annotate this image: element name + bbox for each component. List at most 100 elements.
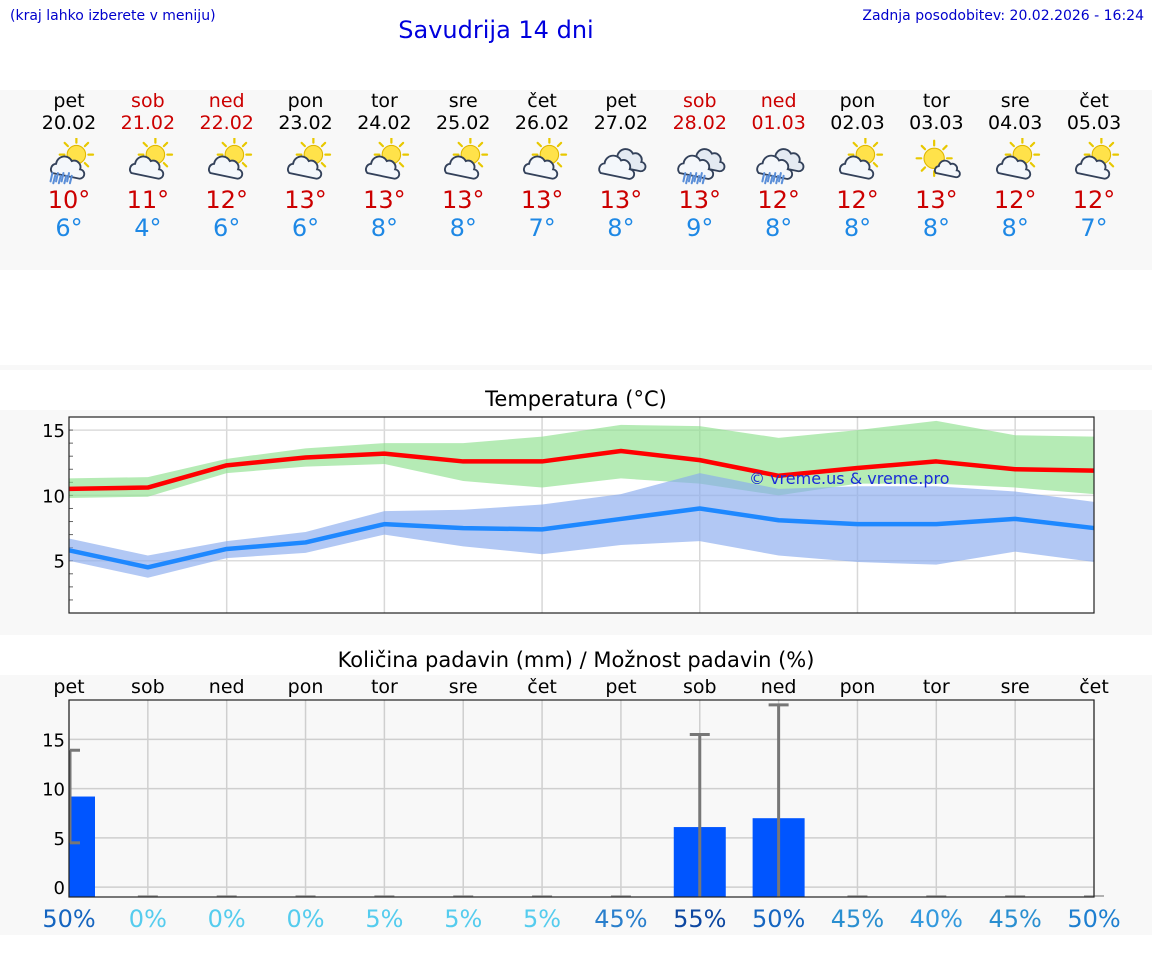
day-weekday: pet	[53, 90, 85, 112]
day-tmax: 12°	[836, 186, 879, 214]
x-category-label: pet	[53, 676, 84, 698]
day-date: 23.02	[278, 112, 333, 134]
precipitation-bar	[69, 796, 95, 897]
sun-cloud-icon	[1075, 138, 1120, 180]
day-tmin: 4°	[134, 214, 162, 242]
day-date: 26.02	[514, 112, 570, 134]
last-update: Zadnja posodobitev: 20.02.2026 - 16:24	[862, 8, 1144, 24]
day-weekday: sob	[683, 90, 717, 112]
day-column: čet 05.03 12° 7°	[1055, 90, 1134, 242]
cloud-shape	[207, 155, 243, 180]
day-tmax: 13°	[284, 186, 327, 214]
precipitation-probability: 5%	[365, 905, 403, 933]
day-tmax: 12°	[1072, 186, 1116, 214]
day-tmin: 6°	[291, 214, 320, 242]
day-weekday: sre	[1000, 90, 1030, 112]
plot-area	[69, 700, 1094, 897]
x-category-label: tor	[371, 676, 398, 698]
cloud-rain-icon	[755, 148, 805, 185]
y-tick-label: 10	[42, 780, 65, 801]
day-tmax: 11°	[126, 186, 170, 214]
day-tmin: 8°	[1001, 214, 1029, 242]
day-column: tor 24.02 13° 8°	[345, 90, 424, 242]
cloud-shape	[934, 159, 962, 179]
day-date: 24.02	[357, 112, 412, 134]
day-tmin: 9°	[686, 214, 714, 242]
cloud-shape	[996, 155, 1032, 180]
cloud-shape	[444, 155, 480, 180]
day-weekday: ned	[208, 90, 245, 112]
cloud-shape	[755, 154, 793, 180]
sun-small-cloud-icon	[915, 139, 962, 179]
rain-drops	[682, 172, 706, 185]
x-category-label: sre	[1001, 676, 1030, 698]
day-forecast-strip: pet 20.02 10° 6° sob 21.02 11° 4° ned 22.02 12° 6° p…	[0, 90, 1152, 270]
day-weekday: tor	[922, 90, 950, 112]
day-column: pet 20.02 10° 6°	[30, 90, 109, 242]
day-tmax: 13°	[599, 186, 643, 214]
cloud-shape	[128, 155, 165, 180]
day-date: 28.02	[672, 112, 727, 134]
sun-cloud-icon	[207, 138, 252, 180]
cloud-rain-icon	[677, 148, 726, 185]
separator-band	[0, 365, 1152, 370]
x-category-label: ned	[761, 676, 797, 698]
cloud-shape	[677, 154, 714, 180]
day-column: sre 04.03 12° 8°	[976, 90, 1055, 242]
precipitation-probability: 0%	[129, 905, 167, 933]
menu-hint: (kraj lahko izberete v meniju)	[10, 8, 216, 24]
min-temperature-line	[68, 506, 1095, 570]
day-weekday: sob	[131, 90, 165, 112]
precipitation-probability: 5%	[523, 905, 561, 933]
watermark: © vreme.us & vreme.pro	[749, 469, 950, 488]
temperature-chart-title: Temperatura (°C)	[485, 387, 667, 411]
day-tmax: 13°	[915, 186, 958, 214]
x-category-label: tor	[923, 676, 950, 698]
precipitation-chart: pet sob ned pon tor sre čet pet sob ned pon tor sre č…	[42, 676, 1121, 933]
day-weekday: tor	[370, 90, 398, 112]
day-column: čet 26.02 13° 7°	[503, 90, 582, 242]
sun-cloud-rain-icon	[49, 138, 95, 185]
rain-drops	[761, 172, 785, 185]
day-weekday: pon	[839, 90, 876, 112]
day-weekday: ned	[760, 90, 797, 112]
cloud-shape	[598, 154, 635, 180]
precipitation-probability: 0%	[286, 905, 324, 933]
day-tmax: 12°	[757, 186, 800, 214]
x-category-label: pet	[605, 676, 636, 698]
day-tmax: 13°	[363, 186, 406, 214]
day-date: 01.03	[751, 112, 806, 134]
day-date: 21.02	[120, 112, 176, 134]
day-tmin: 8°	[607, 214, 635, 242]
day-column: sob 28.02 13° 9°	[660, 90, 739, 242]
day-tmax: 10°	[47, 186, 91, 214]
day-tmin: 6°	[213, 214, 241, 242]
max-temperature-line	[68, 448, 1095, 492]
day-weekday: pet	[605, 90, 637, 112]
day-column: tor 03.03 13° 8°	[897, 90, 976, 242]
cloud-shape	[523, 155, 559, 180]
day-tmin: 7°	[528, 214, 556, 242]
precipitation-probability: 55%	[673, 905, 726, 933]
x-category-label: sre	[449, 676, 478, 698]
day-column: sob 21.02 11° 4°	[108, 90, 187, 242]
sun-cloud-icon	[365, 138, 410, 180]
x-category-label: ned	[209, 676, 245, 698]
day-tmin: 8°	[843, 214, 872, 242]
day-tmax: 13°	[441, 186, 485, 214]
day-tmin: 8°	[765, 214, 793, 242]
day-column: pon 02.03 12° 8°	[818, 90, 897, 242]
precipitation-probability: 50%	[752, 905, 805, 933]
day-tmax: 13°	[678, 186, 722, 214]
sun-cloud-icon	[286, 138, 331, 180]
day-tmax: 12°	[993, 186, 1037, 214]
sun-cloud-icon	[838, 138, 883, 180]
y-tick-label: 15	[42, 421, 65, 442]
day-tmax: 12°	[205, 186, 248, 214]
precipitation-chart-title: Količina padavin (mm) / Možnost padavin …	[337, 648, 815, 672]
cloud-icon	[598, 148, 647, 180]
day-date: 25.02	[436, 112, 491, 134]
day-tmax: 13°	[520, 186, 564, 214]
precipitation-probability: 45%	[594, 905, 647, 933]
day-column: pon 23.02 13° 6°	[266, 90, 345, 242]
